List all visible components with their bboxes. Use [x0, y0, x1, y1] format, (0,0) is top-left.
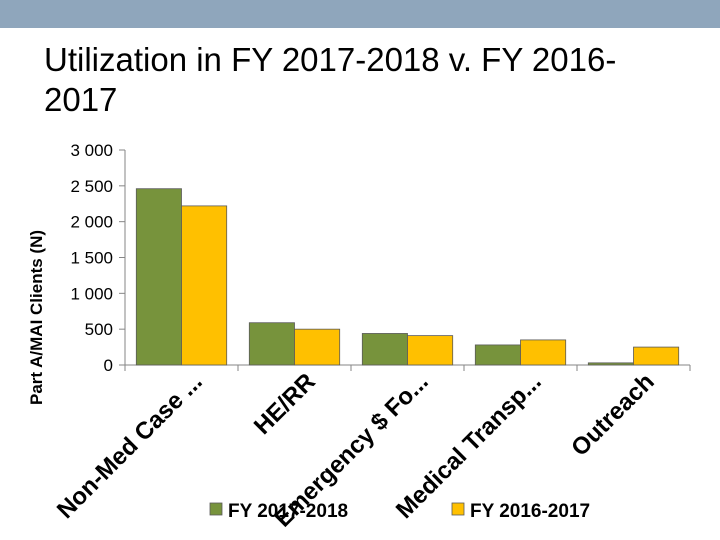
legend-label: FY 2016-2017: [470, 501, 590, 522]
legend-swatch: [451, 502, 465, 516]
legend-label: FY 2017-2018: [228, 501, 348, 522]
x-category-label: HE/RR: [249, 368, 321, 440]
slide-title: Utilization in FY 2017-2018 v. FY 2016-2…: [44, 41, 617, 118]
y-tick-label: 1 000: [70, 284, 113, 303]
bar: [181, 205, 228, 366]
x-category-label: Outreach: [566, 368, 660, 462]
bar: [520, 339, 567, 366]
bar: [248, 322, 295, 366]
bar: [361, 333, 408, 366]
y-tick-label: 2 000: [70, 213, 113, 232]
y-tick-label: 3 000: [70, 141, 113, 160]
bar: [135, 188, 182, 366]
bar: [407, 335, 454, 366]
bar: [474, 344, 521, 366]
y-tick-label: 2 500: [70, 177, 113, 196]
x-category-label: Non-Med Case ...: [52, 368, 208, 524]
y-axis-title: Part A/MAI Clients (N): [27, 230, 46, 405]
bar: [633, 346, 680, 366]
bar: [587, 362, 634, 366]
top-bar: [0, 0, 720, 28]
y-tick-label: 0: [104, 356, 113, 375]
legend-swatch: [209, 502, 223, 516]
y-tick-label: 1 500: [70, 249, 113, 268]
bar: [294, 328, 341, 366]
y-tick-label: 500: [85, 320, 113, 339]
